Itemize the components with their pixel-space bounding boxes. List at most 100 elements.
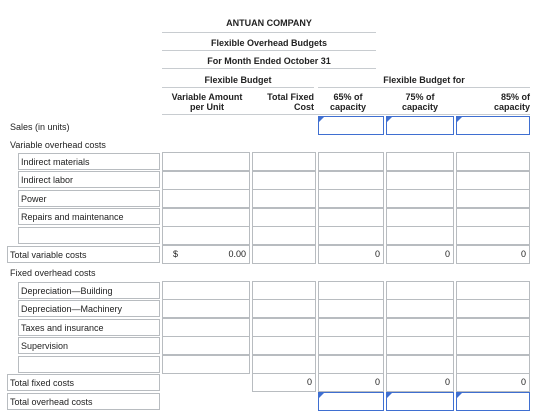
cap75-cell[interactable] [386, 299, 454, 318]
total-variable-65: 0 [318, 245, 384, 264]
row-label-variable-overhead: Variable overhead costs [7, 136, 160, 153]
header-divider [162, 87, 314, 88]
row-label-total-overhead: Total overhead costs [7, 393, 160, 410]
cap85-cell[interactable] [456, 355, 530, 374]
cap75-cell[interactable] [386, 226, 454, 245]
cap75-cell[interactable] [386, 281, 454, 300]
cap85-cell[interactable] [456, 281, 530, 300]
cap65-cell[interactable] [318, 281, 384, 300]
cap85-cell[interactable] [456, 299, 530, 318]
fixed-cost-cell[interactable] [252, 208, 316, 227]
cap75-cell[interactable] [386, 171, 454, 190]
cost-label: Cost [294, 102, 314, 112]
cap85-cell[interactable] [456, 189, 530, 208]
fixed-cost-cell[interactable] [252, 355, 316, 374]
header-divider [318, 87, 530, 88]
row-input-blank[interactable] [18, 356, 160, 373]
cap65-cell[interactable] [318, 208, 384, 227]
fixed-cost-cell[interactable] [252, 281, 316, 300]
fixed-cost-cell[interactable] [252, 152, 316, 171]
capacity-label: capacity [329, 102, 367, 112]
var-per-unit-cell[interactable] [162, 152, 250, 171]
row-label-fixed-overhead: Fixed overhead costs [7, 264, 160, 281]
total-overhead-75-input[interactable] [386, 392, 454, 411]
fixed-cost-cell[interactable] [252, 171, 316, 190]
row-input-supervision[interactable]: Supervision [18, 337, 160, 354]
total-fixed-85-value: 0 [520, 377, 526, 387]
capacity-75-header: 75% of capacity [386, 92, 454, 112]
fixed-cost-cell[interactable] [252, 299, 316, 318]
capacity-85-label: 85% of [500, 92, 530, 102]
cap75-cell[interactable] [386, 336, 454, 355]
total-variable-per-unit-value: 0.00 [228, 249, 246, 259]
row-input-repairs[interactable]: Repairs and maintenance [18, 208, 160, 225]
var-per-unit-cell[interactable] [162, 226, 250, 245]
fixed-cost-cell[interactable] [252, 336, 316, 355]
title-divider [162, 68, 376, 69]
row-label-sales: Sales (in units) [7, 118, 160, 135]
var-per-unit-cell[interactable] [162, 189, 250, 208]
cap85-cell[interactable] [456, 318, 530, 337]
per-unit-label: per Unit [189, 102, 224, 112]
title-divider [162, 50, 376, 51]
row-input-taxes[interactable]: Taxes and insurance [18, 319, 160, 336]
total-variable-75: 0 [386, 245, 454, 264]
total-variable-75-value: 0 [444, 249, 450, 259]
var-per-unit-cell[interactable] [162, 336, 250, 355]
total-fixed-cost: 0 [252, 373, 316, 392]
capacity-65-label: 65% of [333, 92, 363, 102]
var-per-unit-cell[interactable] [162, 208, 250, 227]
cap75-cell[interactable] [386, 355, 454, 374]
row-input-blank[interactable] [18, 227, 160, 244]
cap65-cell[interactable] [318, 189, 384, 208]
row-label-total-fixed: Total fixed costs [7, 374, 160, 391]
var-per-unit-cell[interactable] [162, 318, 250, 337]
var-per-unit-cell[interactable] [162, 281, 250, 300]
cap85-cell[interactable] [456, 208, 530, 227]
total-fixed-65: 0 [318, 373, 384, 392]
cap65-cell[interactable] [318, 318, 384, 337]
total-fixed-header: Total Fixed Cost [252, 92, 314, 112]
title-divider [162, 32, 376, 33]
flexible-budget-header: Flexible Budget [204, 75, 272, 85]
cap85-cell[interactable] [456, 171, 530, 190]
var-per-unit-cell[interactable] [162, 355, 250, 374]
cap65-cell[interactable] [318, 171, 384, 190]
total-variable-65-value: 0 [374, 249, 380, 259]
fixed-cost-cell[interactable] [252, 226, 316, 245]
fixed-cost-cell[interactable] [252, 189, 316, 208]
total-overhead-65-input[interactable] [318, 392, 384, 411]
sales-85-input[interactable] [456, 116, 530, 135]
total-overhead-85-input[interactable] [456, 392, 530, 411]
sales-65-input[interactable] [318, 116, 384, 135]
sales-75-input[interactable] [386, 116, 454, 135]
cap65-cell[interactable] [318, 299, 384, 318]
cap85-cell[interactable] [456, 152, 530, 171]
cap65-cell[interactable] [318, 355, 384, 374]
header-bottom-divider [162, 114, 530, 115]
cap65-cell[interactable] [318, 152, 384, 171]
cap75-cell[interactable] [386, 318, 454, 337]
row-input-dep-machinery[interactable]: Depreciation—Machinery [18, 300, 160, 317]
cap75-cell[interactable] [386, 152, 454, 171]
row-input-indirect-labor[interactable]: Indirect labor [18, 171, 160, 188]
fixed-cost-cell[interactable] [252, 318, 316, 337]
var-per-unit-cell[interactable] [162, 171, 250, 190]
cap85-cell[interactable] [456, 226, 530, 245]
cap65-cell[interactable] [318, 336, 384, 355]
capacity-85-header: 85% of capacity [460, 92, 530, 112]
total-fixed-75-value: 0 [444, 377, 450, 387]
var-per-unit-cell[interactable] [162, 299, 250, 318]
cap75-cell[interactable] [386, 208, 454, 227]
cap65-cell[interactable] [318, 226, 384, 245]
report-subtitle: Flexible Overhead Budgets [162, 38, 376, 48]
company-name: ANTUAN COMPANY [162, 18, 376, 28]
row-input-power[interactable]: Power [18, 190, 160, 207]
cap85-cell[interactable] [456, 336, 530, 355]
variable-amount-header: Variable Amount per Unit [162, 92, 252, 112]
row-input-indirect-materials[interactable]: Indirect materials [18, 153, 160, 170]
row-input-dep-building[interactable]: Depreciation—Building [18, 282, 160, 299]
capacity-75-label: 75% of [405, 92, 435, 102]
cap75-cell[interactable] [386, 189, 454, 208]
total-fixed-cost-value: 0 [306, 377, 312, 387]
